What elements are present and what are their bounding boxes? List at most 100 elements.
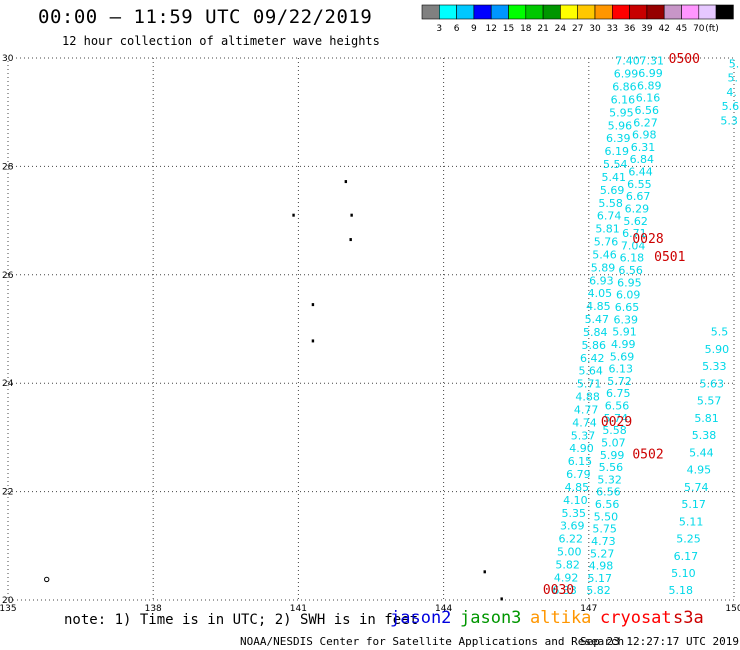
legend-tick-label: 15: [503, 24, 514, 34]
wave-height-map: 135 138 141 144 147 1502022242628306.334.925.…: [0, 52, 740, 614]
swh-value-label: 5.86: [582, 339, 607, 352]
generation-timestamp: Sep 23 12:27:17 UTC 2019: [580, 635, 739, 648]
swh-value-label: 6.74: [597, 210, 622, 223]
island-marker: [344, 180, 348, 184]
swh-value-label: 5.72: [607, 375, 632, 388]
swh-value-label: 4.85: [586, 300, 611, 313]
color-legend: 3 6 9 12 15 18 21 24 27 30 33 36 39 42 45 70 (ft): [421, 4, 734, 34]
island-marker: [311, 303, 315, 307]
swh-value-label: 5.: [728, 72, 739, 85]
swh-value-label: 5.3: [720, 114, 738, 127]
swh-value-label: 5.69: [600, 184, 625, 197]
swh-value-label: 6.18: [620, 252, 645, 265]
swh-value-label: 5.37: [571, 429, 596, 442]
swh-value-label: 6.29: [625, 202, 650, 215]
swh-value-label: 4.77: [574, 403, 599, 416]
pass-time-label: 0029: [601, 415, 632, 430]
map-frame: [7, 57, 735, 601]
swh-value-label: 5.17: [681, 498, 706, 511]
swh-value-label: 6.31: [631, 141, 656, 154]
swh-value-label: 6.17: [674, 550, 699, 563]
swh-value-label: 5.82: [586, 584, 611, 597]
swh-value-label: 5.62: [623, 215, 648, 228]
swh-value-label: 4.10: [563, 494, 588, 507]
legend-tick-label: 24: [555, 24, 567, 34]
swh-value-label: 5.81: [595, 223, 620, 236]
swh-value-label: 5.71: [577, 378, 602, 391]
legend-tick-label: 27: [572, 24, 583, 34]
swh-value-label: 4.92: [554, 571, 579, 584]
swh-value-label: 6.71: [622, 227, 647, 240]
swh-value-label: 6.39: [606, 132, 631, 145]
swh-value-label: 5.99: [600, 449, 625, 462]
swh-value-label: 6.55: [627, 178, 652, 191]
swh-value-label: 5.64: [578, 365, 603, 378]
legend-tick-label: 9: [471, 24, 477, 34]
credit-line: NOAA/NESDIS Center for Satellite Applica…: [240, 635, 625, 648]
lat-tick-label: 30: [2, 54, 14, 64]
satellite-s3a-label: s3a: [673, 608, 704, 628]
swh-value-label: 5.07: [601, 436, 626, 449]
swh-value-label: 5.57: [697, 395, 722, 408]
swh-value-label: 5.44: [689, 446, 714, 459]
lat-tick-label: 26: [2, 271, 14, 281]
lon-tick-label: 150: [725, 604, 740, 614]
swh-value-label: 4.73: [591, 535, 616, 548]
swh-value-label: 5.6: [722, 100, 740, 113]
swh-value-label: 6.56: [618, 264, 643, 277]
pass-time-label: 0030: [543, 583, 574, 598]
lat-tick-label: 22: [2, 488, 13, 498]
swh-value-label: 5.95: [609, 106, 634, 119]
map-subtitle: 12 hour collection of altimeter wave hei…: [62, 34, 380, 48]
swh-value-label: 4.88: [575, 391, 600, 404]
swh-value-label: 5.91: [612, 326, 637, 339]
lon-tick-label: 138: [145, 604, 162, 614]
swh-value-label: 5.50: [594, 510, 619, 523]
island-marker: [44, 576, 50, 583]
swh-value-label: 5.25: [676, 533, 701, 546]
legend-swatch: [715, 4, 734, 20]
legend-tick-label: 6: [454, 24, 460, 34]
lon-tick-label: 141: [290, 604, 307, 614]
swh-value-label: 6.22: [558, 533, 583, 546]
swh-value-label: 4.: [726, 86, 737, 99]
pass-time-label: 0501: [654, 250, 685, 265]
swh-value-label: 3.69: [560, 520, 585, 533]
pass-time-label: 0500: [669, 52, 700, 67]
swh-value-label: 6.56: [596, 486, 621, 499]
swh-value-label: 6.56: [595, 498, 620, 511]
legend-tick-label: 21: [537, 24, 548, 34]
swh-value-label: 5.76: [594, 236, 619, 249]
swh-value-label: 5.69: [610, 350, 635, 363]
legend-unit: (ft): [705, 24, 719, 34]
swh-value-label: 7.31: [639, 55, 664, 68]
swh-value-label: 6.99: [614, 68, 639, 81]
swh-value-label: 6.93: [589, 274, 614, 287]
swh-value-label: 5.00: [557, 545, 582, 558]
lon-tick-label: 147: [580, 604, 597, 614]
swh-value-label: 6.15: [568, 455, 593, 468]
legend-tick-label: 3: [436, 24, 442, 34]
legend-tick-label: 30: [589, 24, 601, 34]
swh-value-label: 6.95: [617, 276, 642, 289]
swh-value-label: 6.84: [630, 153, 655, 166]
lon-tick-label: 135: [0, 604, 17, 614]
swh-value-label: 6.65: [615, 301, 640, 314]
island-marker: [350, 213, 353, 217]
pass-time-label: 0028: [632, 232, 663, 247]
swh-value-label: 6.16: [611, 93, 636, 106]
legend-tick-label: 39: [641, 24, 653, 34]
swh-value-label: 6.19: [605, 145, 630, 158]
lat-tick-label: 28: [2, 162, 14, 172]
swh-value-label: 6.44: [628, 166, 653, 179]
swh-value-label: 5.96: [608, 119, 633, 132]
legend-tick-label: 33: [607, 24, 618, 34]
legend-tick-label: 45: [676, 24, 687, 34]
swh-value-label: 5.41: [601, 171, 626, 184]
swh-value-label: 6.89: [637, 79, 662, 92]
swh-value-label: 6.75: [606, 387, 631, 400]
swh-value-label: 6.56: [635, 104, 660, 117]
satellite-jason3-label: jason3: [460, 608, 522, 628]
swh-value-label: 5.17: [587, 572, 612, 585]
swh-value-label: 5.18: [669, 584, 694, 597]
